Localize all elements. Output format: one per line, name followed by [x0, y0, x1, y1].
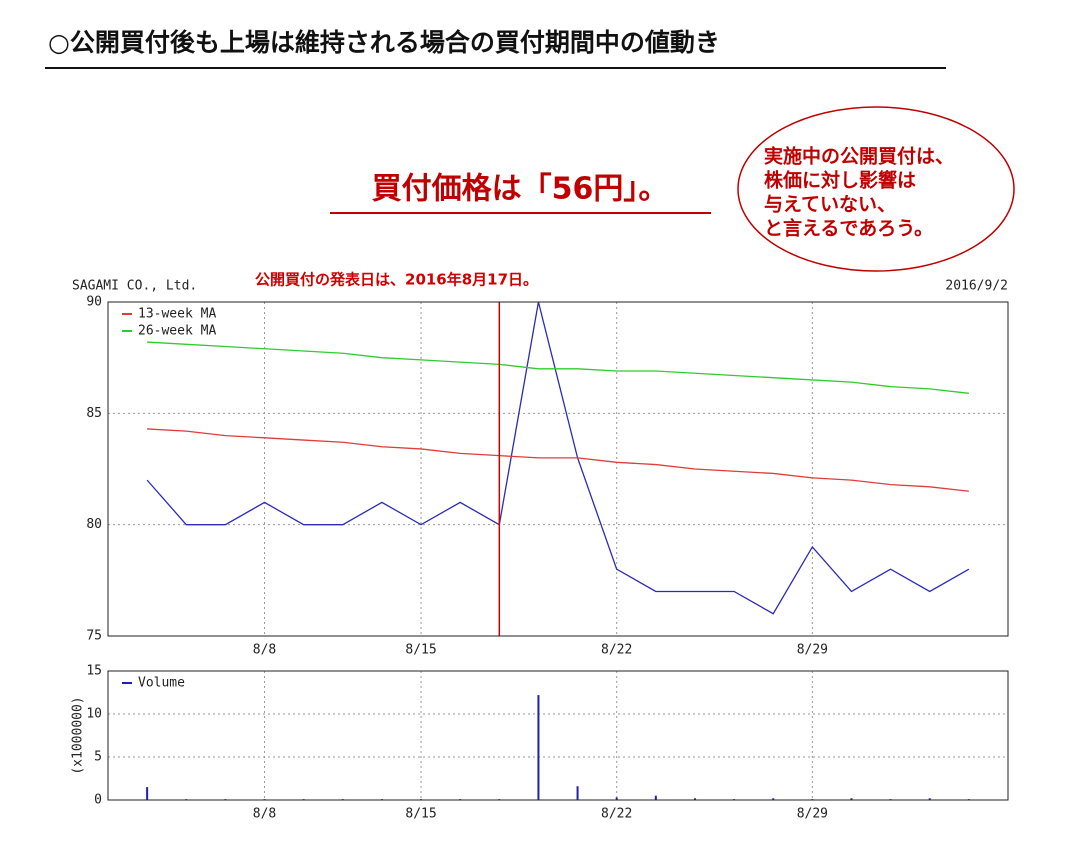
x-tick-label: 8/15	[405, 807, 436, 822]
y-axis-label: (x1000000)	[71, 696, 86, 774]
x-tick-label: 8/22	[601, 807, 632, 822]
date: 2016/9/2	[945, 279, 1008, 294]
plot-frame	[107, 670, 1009, 801]
x-tick-label: 8/22	[601, 643, 632, 658]
plot-frame	[107, 301, 1009, 637]
callout-line: 与えていない、	[764, 194, 896, 216]
y-tick-label: 5	[94, 750, 102, 765]
y-tick-label: 85	[86, 406, 102, 421]
x-tick-label: 8/8	[253, 643, 276, 658]
bar	[615, 797, 618, 800]
x-tick-label: 8/29	[797, 807, 828, 822]
bar	[654, 795, 657, 800]
callout-ellipse	[737, 106, 1015, 272]
x-tick-label: 8/29	[797, 643, 828, 658]
annotation: 公開買付の発表日は、2016年8月17日。	[255, 271, 538, 289]
x-tick-label: 8/15	[405, 643, 436, 658]
subtitle: 買付価格は「56円」。	[372, 172, 669, 207]
y-tick-label: 15	[86, 664, 102, 679]
plot-area	[108, 302, 1008, 636]
bar	[146, 787, 149, 800]
bar	[537, 695, 540, 800]
bar	[850, 798, 853, 800]
callout-line: 株価に対し影響は	[764, 169, 916, 192]
x-tick-label: 8/8	[253, 807, 276, 822]
bar	[576, 786, 579, 800]
callout-line: と言えるであろう。	[764, 217, 933, 240]
legend-label: 13-week MA	[138, 307, 216, 322]
y-tick-label: 90	[86, 295, 102, 310]
line-series	[146, 301, 970, 615]
bar	[693, 798, 696, 800]
company: SAGAMI CO., Ltd.	[72, 279, 197, 294]
bar	[772, 798, 775, 800]
y-tick-label: 0	[94, 793, 102, 808]
y-tick-label: 75	[86, 629, 102, 644]
callout-line: 実施中の公開買付は、	[764, 145, 954, 168]
header-title: ○公開買付後も上場は維持される場合の買付期間中の値動き	[48, 28, 720, 57]
legend-label: Volume	[138, 676, 185, 691]
y-tick-label: 80	[86, 517, 102, 532]
line-series	[147, 428, 969, 492]
line-series	[147, 341, 969, 394]
bar	[928, 798, 931, 800]
y-tick-label: 10	[86, 707, 102, 722]
plot-area	[108, 671, 1008, 800]
legend-label: 26-week MA	[138, 324, 216, 339]
